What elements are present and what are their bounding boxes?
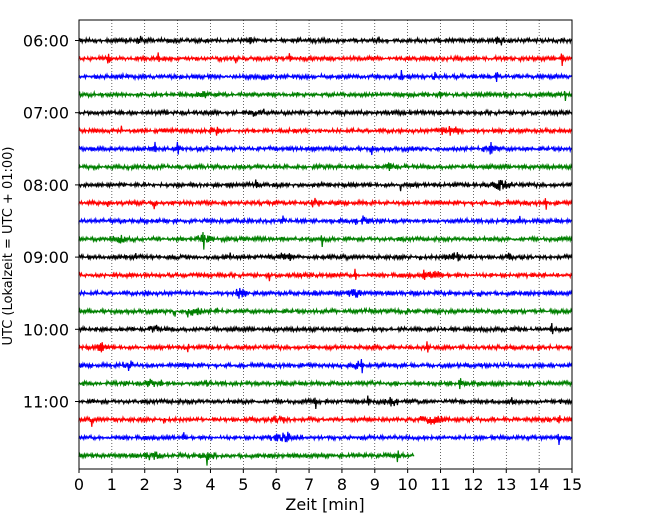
trace-row-1045 [78,378,573,390]
trace-row-0800 [78,179,573,192]
trace-row-0945 [78,306,573,318]
x-tick-label-13: 13 [496,475,516,494]
trace-row-1000 [78,322,573,335]
trace-row-0700 [78,108,573,118]
trace-row-0630 [78,70,573,82]
y-tick-label-06:00: 06:00 [23,32,69,51]
y-axis-label: UTC (Lokalzeit = UTC + 01:00) [1,147,16,346]
x-tick-label-5: 5 [238,475,248,494]
x-tick-label-3: 3 [173,475,183,494]
x-tick-label-2: 2 [140,475,150,494]
x-tick-label-7: 7 [304,475,314,494]
trace-row-0915 [78,268,573,282]
x-tick-label-15: 15 [562,475,582,494]
y-tick-label-09:00: 09:00 [23,248,69,267]
trace-row-1100 [78,395,573,409]
x-tick-label-12: 12 [463,475,483,494]
trace-row-0830 [78,215,573,226]
y-tick-label-08:00: 08:00 [23,176,69,195]
trace-row-0645 [78,89,573,101]
x-tick-label-8: 8 [337,475,347,494]
trace-row-0930 [78,287,573,299]
trace-row-0900 [78,252,573,262]
x-tick-label-1: 1 [107,475,117,494]
trace-row-1015 [78,341,573,353]
x-tick-label-9: 9 [370,475,380,494]
x-tick-label-0: 0 [74,475,84,494]
x-tick-label-14: 14 [529,475,549,494]
trace-row-0845 [78,232,573,250]
trace-row-0600 [78,35,573,46]
seismic-traces [78,35,573,466]
trace-row-1030 [78,358,573,374]
x-tick-label-10: 10 [397,475,417,494]
x-tick-label-4: 4 [205,475,215,494]
trace-row-0745 [78,162,573,172]
trace-row-1130 [78,431,573,446]
plot-frame [78,19,573,470]
trace-row-0815 [78,197,573,210]
y-tick-label-07:00: 07:00 [23,104,69,123]
trace-row-0615 [78,52,573,66]
x-axis-ticks: 0 1 2 3 4 5 6 7 8 9 10 11 12 13 14 15 [74,469,582,494]
x-axis-label: Zeit [min] [285,495,364,514]
x-tick-label-6: 6 [271,475,281,494]
y-axis-ticks: 06:00 07:00 08:00 09:00 10:00 11:00 [23,32,79,412]
y-tick-label-11:00: 11:00 [23,393,69,412]
trace-row-0715 [78,125,573,136]
trace-row-1145 [78,450,415,466]
trace-row-0730 [78,141,573,156]
y-tick-label-10:00: 10:00 [23,320,69,339]
trace-row-1115 [78,414,573,427]
x-tick-label-11: 11 [430,475,450,494]
